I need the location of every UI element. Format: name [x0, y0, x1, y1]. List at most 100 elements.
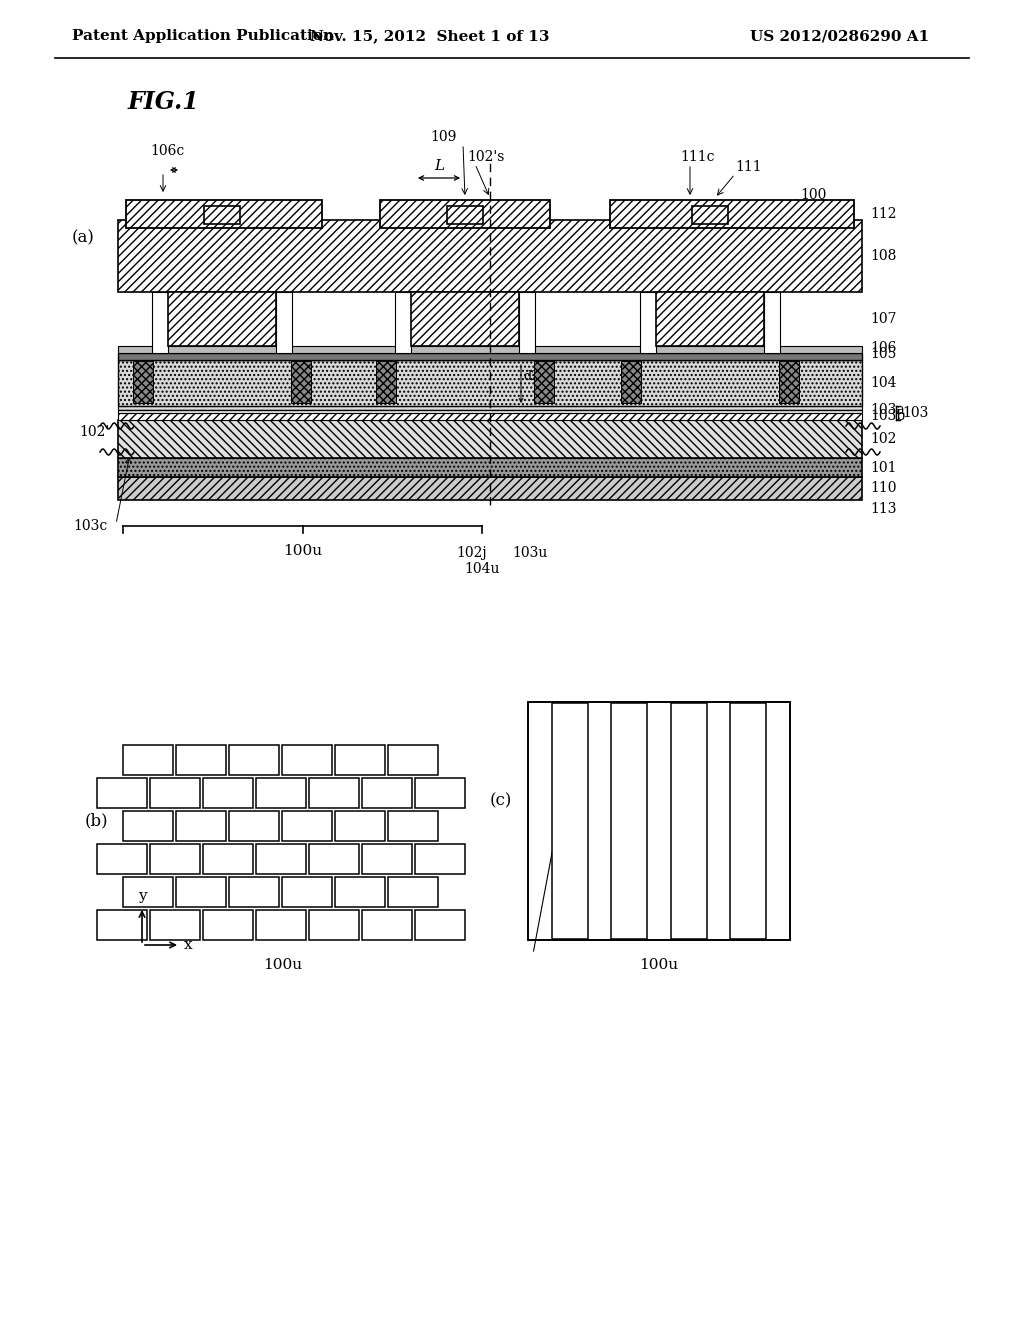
Bar	[282, 744, 332, 775]
Bar	[730, 704, 766, 939]
Bar	[656, 292, 764, 346]
Text: 102: 102	[870, 432, 896, 446]
Bar	[779, 360, 799, 403]
Text: 111c: 111c	[680, 150, 715, 164]
Bar	[118, 220, 862, 292]
Text: 104: 104	[870, 376, 896, 389]
Bar	[203, 777, 253, 808]
Bar	[176, 810, 226, 841]
Bar	[118, 413, 862, 420]
Bar	[118, 352, 862, 360]
Bar	[118, 477, 862, 500]
Bar	[552, 704, 588, 939]
Bar	[395, 292, 411, 352]
Text: 103a: 103a	[870, 403, 905, 417]
Bar	[229, 744, 279, 775]
Bar	[118, 420, 862, 458]
Text: 103c: 103c	[74, 519, 108, 533]
Bar	[282, 810, 332, 841]
Text: 100u: 100u	[639, 958, 679, 972]
Bar	[335, 810, 385, 841]
Bar	[291, 360, 311, 403]
Bar	[388, 810, 438, 841]
Bar	[97, 843, 147, 874]
Text: y: y	[137, 888, 146, 903]
Bar	[152, 292, 168, 352]
Text: 100: 100	[800, 187, 826, 202]
Bar	[611, 704, 647, 939]
Bar	[97, 777, 147, 808]
Bar	[335, 744, 385, 775]
Bar	[282, 876, 332, 907]
Bar	[168, 292, 276, 346]
Bar	[203, 843, 253, 874]
Bar	[610, 201, 854, 228]
Bar	[640, 292, 656, 352]
Text: 100u: 100u	[263, 958, 302, 972]
Bar	[133, 360, 153, 403]
Bar	[764, 292, 780, 352]
Bar	[528, 702, 790, 940]
Text: (a): (a)	[72, 230, 95, 247]
Bar	[229, 876, 279, 907]
Bar	[621, 360, 641, 403]
Bar	[692, 206, 728, 224]
Bar	[126, 201, 322, 228]
Text: 105: 105	[870, 347, 896, 362]
Text: 101: 101	[870, 461, 896, 474]
Text: 112: 112	[870, 207, 896, 220]
Bar	[335, 876, 385, 907]
Text: 103u: 103u	[512, 546, 548, 560]
Text: 102j: 102j	[457, 546, 487, 560]
Bar	[150, 843, 200, 874]
Bar	[118, 360, 862, 407]
Bar	[150, 909, 200, 940]
Bar	[376, 360, 396, 403]
Bar	[123, 876, 173, 907]
Text: 106: 106	[870, 341, 896, 355]
Bar	[118, 407, 862, 413]
Text: FIG.1: FIG.1	[128, 90, 200, 114]
Text: 110: 110	[870, 482, 896, 495]
Text: 102's: 102's	[467, 150, 505, 164]
Text: 106c: 106c	[150, 144, 184, 158]
Text: 102': 102'	[80, 425, 110, 440]
Bar	[118, 346, 862, 352]
Text: d2: d2	[523, 370, 539, 383]
Bar	[519, 292, 535, 352]
Bar	[671, 704, 707, 939]
Text: 103: 103	[902, 407, 929, 420]
Text: 113: 113	[870, 502, 896, 516]
Text: Nov. 15, 2012  Sheet 1 of 13: Nov. 15, 2012 Sheet 1 of 13	[310, 29, 550, 44]
Text: (b): (b)	[85, 813, 109, 829]
Bar	[256, 843, 306, 874]
Bar	[380, 201, 550, 228]
Text: 107: 107	[870, 312, 896, 326]
Text: 109: 109	[431, 129, 457, 144]
Bar	[150, 777, 200, 808]
Bar	[309, 909, 359, 940]
Bar	[176, 876, 226, 907]
Bar	[204, 206, 240, 224]
Bar	[362, 909, 412, 940]
Bar	[411, 292, 519, 346]
Text: x: x	[184, 939, 193, 952]
Bar	[309, 777, 359, 808]
Bar	[534, 360, 554, 403]
Bar	[276, 292, 292, 352]
Bar	[229, 810, 279, 841]
Bar	[447, 206, 483, 224]
Text: 104u: 104u	[464, 562, 500, 576]
Text: d1: d1	[523, 339, 539, 352]
Bar	[256, 777, 306, 808]
Text: 100u: 100u	[283, 544, 323, 558]
Bar	[388, 744, 438, 775]
Text: 111: 111	[735, 160, 762, 174]
Bar	[118, 458, 862, 477]
Bar	[203, 909, 253, 940]
Bar	[415, 909, 465, 940]
Text: L: L	[434, 158, 444, 173]
Bar	[176, 744, 226, 775]
Text: 103b: 103b	[870, 409, 905, 424]
Bar	[97, 909, 147, 940]
